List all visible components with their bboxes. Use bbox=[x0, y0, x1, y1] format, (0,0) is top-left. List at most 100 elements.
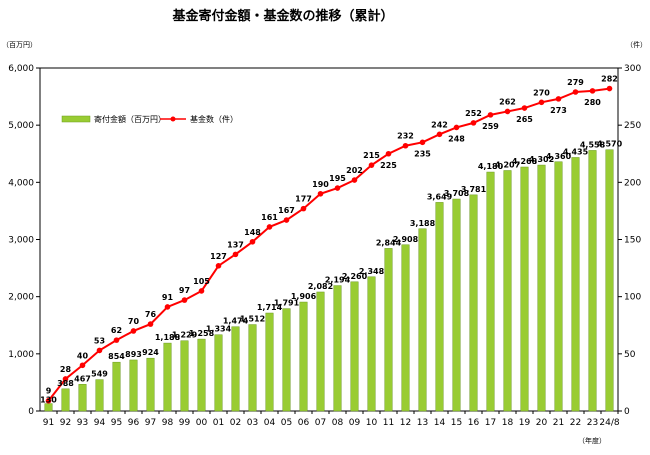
bar-value-label: 1,791 bbox=[274, 299, 300, 308]
point-value-label: 9 bbox=[46, 387, 52, 396]
x-tick-label: 94 bbox=[94, 418, 106, 428]
bar-value-label: 1,334 bbox=[206, 325, 232, 334]
left-axis-unit: （百万円） bbox=[2, 41, 37, 49]
x-tick-label: 02 bbox=[230, 418, 241, 428]
x-tick-label: 13 bbox=[417, 418, 428, 428]
left-tick-label: 1,000 bbox=[8, 350, 34, 360]
x-tick-label: 11 bbox=[383, 418, 394, 428]
bar-value-label: 4,435 bbox=[563, 147, 589, 156]
right-tick-label: 300 bbox=[624, 64, 641, 74]
bar-value-label: 1,474 bbox=[223, 317, 249, 326]
x-tick-label: 10 bbox=[366, 418, 378, 428]
line-point bbox=[572, 89, 579, 95]
bar bbox=[333, 285, 342, 412]
line-point bbox=[402, 142, 409, 149]
left-tick-label: 3,000 bbox=[8, 236, 34, 246]
bar-value-label: 2,908 bbox=[393, 235, 419, 244]
bar bbox=[316, 291, 325, 412]
line-point bbox=[181, 297, 188, 303]
line-point bbox=[300, 205, 307, 212]
line-point bbox=[351, 177, 358, 183]
bar bbox=[554, 161, 563, 412]
line-point bbox=[164, 304, 171, 310]
bar bbox=[384, 248, 393, 412]
bar-value-label: 4,302 bbox=[529, 155, 554, 164]
point-value-label: 215 bbox=[363, 151, 380, 160]
point-value-label: 270 bbox=[533, 88, 550, 97]
x-tick-label: 14 bbox=[434, 418, 446, 428]
legend-line-marker bbox=[170, 116, 176, 122]
point-value-label: 105 bbox=[193, 277, 210, 286]
line-point bbox=[368, 162, 375, 168]
bar bbox=[520, 166, 529, 412]
legend-bar-swatch bbox=[61, 115, 91, 123]
point-value-label: 280 bbox=[584, 98, 601, 107]
point-value-label: 28 bbox=[60, 365, 72, 374]
line-point bbox=[249, 238, 256, 245]
point-value-label: 273 bbox=[550, 106, 567, 115]
x-tick-label: 06 bbox=[298, 418, 310, 428]
bar-value-label: 549 bbox=[91, 370, 108, 379]
bar bbox=[503, 170, 512, 412]
x-tick-label: 24/8 bbox=[599, 418, 619, 428]
bar bbox=[265, 312, 274, 412]
legend: 寄付金額（百万円） 基金数（件） bbox=[61, 114, 238, 124]
line-point bbox=[436, 131, 443, 138]
line-point bbox=[606, 85, 613, 92]
line-point bbox=[385, 150, 392, 157]
point-value-label: 262 bbox=[499, 97, 516, 106]
bar bbox=[367, 276, 376, 412]
line-point bbox=[470, 120, 477, 126]
bar bbox=[282, 308, 291, 412]
point-value-label: 148 bbox=[244, 228, 261, 237]
bar-value-label: 4,360 bbox=[546, 152, 572, 161]
x-tick-label: 07 bbox=[315, 418, 326, 428]
line-point bbox=[555, 96, 562, 102]
bar-value-label: 1,188 bbox=[155, 333, 181, 342]
bar bbox=[350, 281, 359, 412]
x-tick-label: 00 bbox=[196, 418, 208, 428]
line-point bbox=[79, 362, 86, 369]
line-point bbox=[521, 105, 528, 111]
line-point bbox=[215, 262, 222, 269]
line-point bbox=[62, 376, 69, 382]
line-point bbox=[198, 288, 205, 294]
bar-value-label: 4,570 bbox=[597, 140, 623, 149]
bar-value-label: 2,844 bbox=[376, 238, 402, 247]
bar bbox=[78, 384, 87, 412]
left-tick-label: 0 bbox=[28, 407, 34, 417]
line-point bbox=[283, 217, 290, 223]
point-value-label: 70 bbox=[128, 317, 140, 326]
bar bbox=[299, 301, 308, 412]
x-tick-label: 08 bbox=[332, 418, 344, 428]
point-value-label: 235 bbox=[414, 149, 431, 158]
bar bbox=[401, 244, 410, 412]
bar-value-label: 3,649 bbox=[427, 192, 453, 201]
bar bbox=[452, 198, 461, 412]
line-point bbox=[487, 112, 494, 118]
right-tick-label: 200 bbox=[624, 178, 641, 188]
point-value-label: 76 bbox=[145, 310, 157, 319]
point-value-label: 177 bbox=[295, 195, 312, 204]
bar-value-label: 2,260 bbox=[342, 272, 368, 281]
point-value-label: 202 bbox=[346, 166, 363, 175]
line-point bbox=[45, 397, 52, 404]
point-value-label: 282 bbox=[601, 75, 618, 84]
bar bbox=[469, 194, 478, 412]
x-tick-label: 92 bbox=[60, 418, 71, 428]
x-tick-label: 03 bbox=[247, 418, 258, 428]
bar bbox=[248, 324, 257, 412]
x-tick-label: 18 bbox=[502, 418, 514, 428]
line-point bbox=[113, 337, 120, 343]
left-tick-label: 5,000 bbox=[8, 121, 34, 131]
bar bbox=[486, 171, 495, 412]
x-tick-label: 09 bbox=[349, 418, 361, 428]
point-value-label: 259 bbox=[482, 122, 499, 131]
x-tick-label: 16 bbox=[468, 418, 480, 428]
bar-value-label: 467 bbox=[74, 374, 91, 383]
point-value-label: 167 bbox=[278, 206, 295, 215]
x-tick-label: 04 bbox=[264, 418, 276, 428]
bar-value-label: 3,708 bbox=[444, 189, 470, 198]
